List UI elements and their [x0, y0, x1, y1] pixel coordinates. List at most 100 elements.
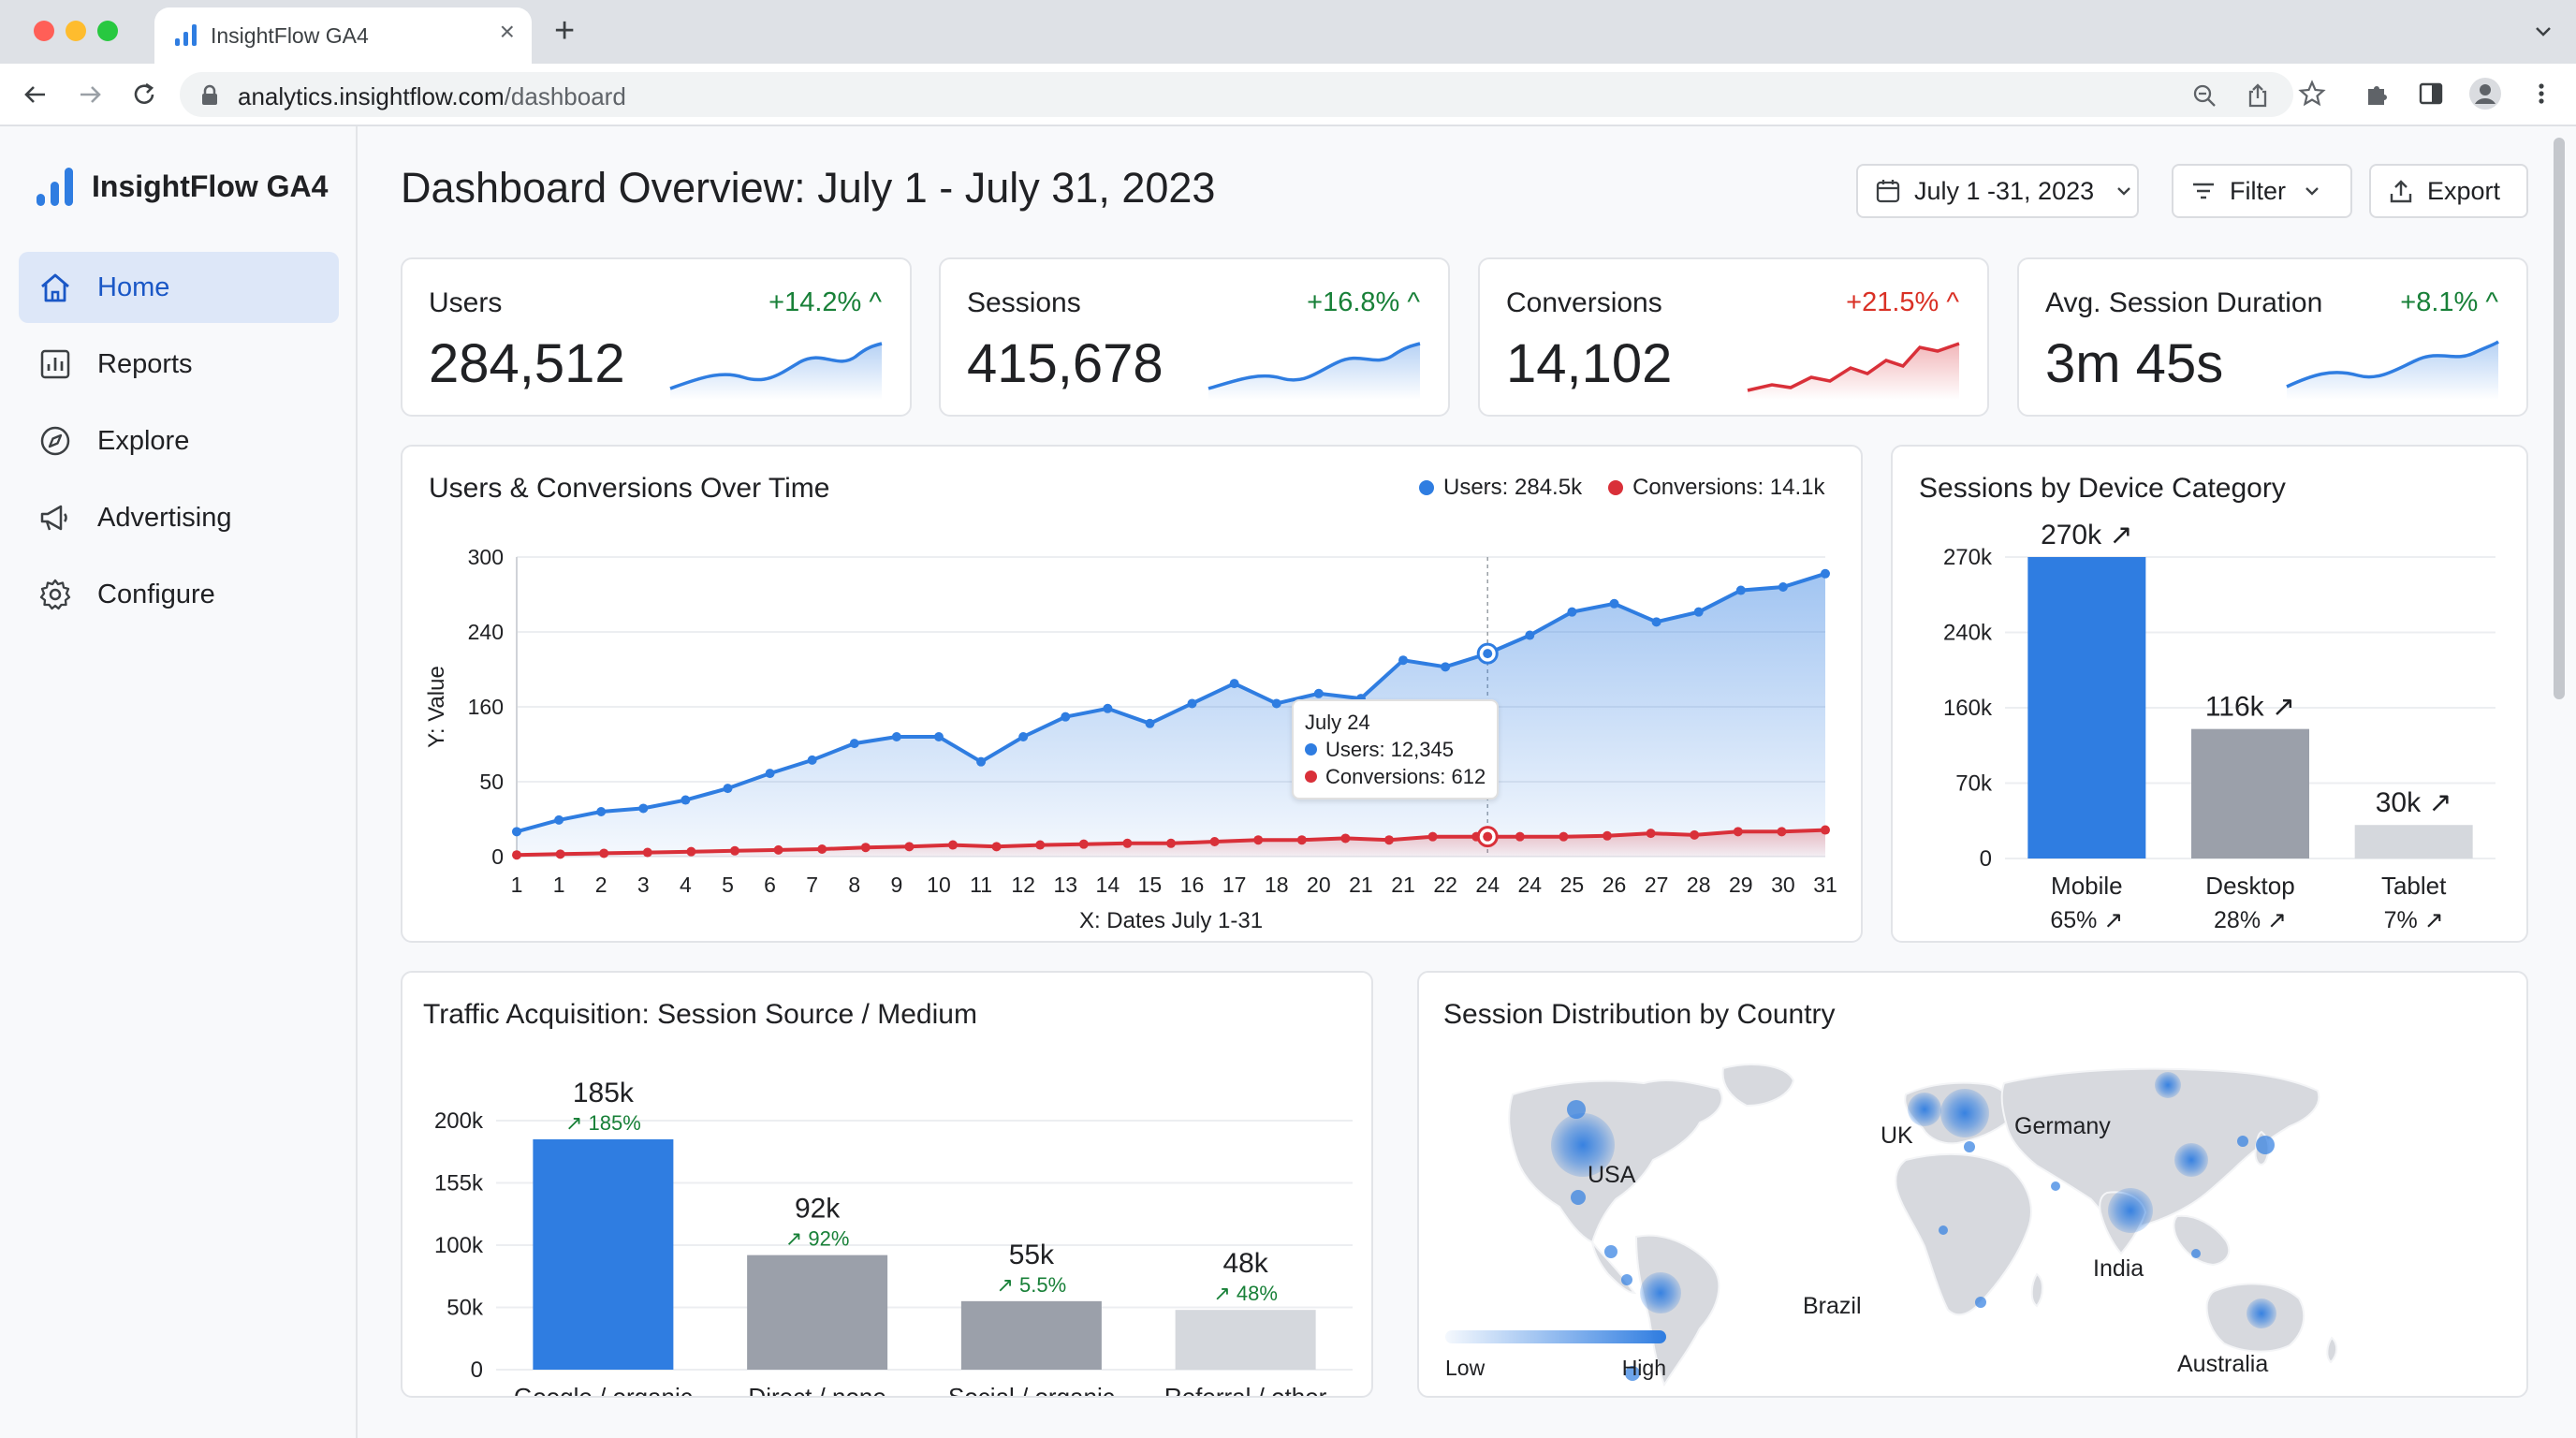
data-point	[1296, 835, 1307, 845]
x-tick-label: 31	[1813, 873, 1837, 897]
export-button[interactable]: Export	[2369, 164, 2528, 218]
series-line	[516, 571, 1826, 834]
sidebar-item-advertising[interactable]: Advertising	[19, 482, 339, 553]
data-point	[1609, 598, 1619, 609]
sidebar-item-configure[interactable]: Configure	[19, 559, 339, 630]
traffic-bar-chart[interactable]: 0 50k 100k 155k 200k Google / organic 185k ↗ 18…	[402, 1038, 1371, 1396]
browser-menu-icon[interactable]	[2527, 80, 2555, 108]
y-tick-label: 160	[468, 695, 504, 719]
x-axis-title: X: Dates July 1-31	[1079, 908, 1263, 933]
brand-name: InsightFlow GA4	[92, 169, 329, 203]
x-tick-label: 24	[1518, 873, 1543, 897]
map-label-india: India	[2093, 1255, 2144, 1282]
reload-icon[interactable]	[129, 80, 159, 110]
bar-value-label: 55k	[1009, 1240, 1055, 1270]
x-tick-label: 15	[1138, 873, 1163, 897]
data-point	[1061, 712, 1071, 722]
legend-conversions: Conversions: 14.1k	[1632, 475, 1825, 500]
x-tick-label: 8	[848, 873, 860, 897]
new-tab-icon[interactable]: +	[554, 11, 576, 51]
sidebar-item-reports[interactable]: Reports	[19, 329, 339, 400]
kpi-card-users[interactable]: Users +14.2% ^ 284,512	[401, 257, 912, 417]
traffic-acquisition-chart-card: Traffic Acquisition: Session Source / Me…	[401, 971, 1373, 1398]
x-tick-label: 1	[511, 873, 523, 897]
tooltip-swatch-users	[1305, 743, 1317, 756]
bar	[747, 1255, 888, 1370]
world-map[interactable]: USA UK Germany India Brazil Australia Lo…	[1419, 1029, 2526, 1396]
kpi-delta: +8.1% ^	[2400, 287, 2498, 317]
kpi-delta: +14.2% ^	[768, 287, 882, 317]
x-tick-label: 3	[637, 873, 650, 897]
share-icon[interactable]	[2246, 83, 2270, 108]
minimize-window-button[interactable]	[66, 21, 86, 41]
profile-avatar-icon[interactable]	[2468, 77, 2502, 110]
sparkline	[1747, 342, 1960, 400]
brand[interactable]: InsightFlow GA4	[36, 166, 328, 207]
bubble-colombia	[1604, 1245, 1617, 1258]
bookmark-star-icon[interactable]	[2298, 80, 2326, 108]
data-point	[1398, 655, 1409, 666]
data-point	[512, 827, 521, 837]
page-scrollbar[interactable]	[2546, 126, 2576, 1438]
data-point	[554, 814, 564, 825]
maximize-window-button[interactable]	[97, 21, 118, 41]
chart-title: Traffic Acquisition: Session Source / Me…	[423, 999, 977, 1030]
data-point	[1384, 835, 1394, 845]
growth-label: ↗ 185%	[565, 1111, 641, 1135]
madagascar-shape	[2030, 1272, 2043, 1308]
sidebar-item-explore[interactable]: Explore	[19, 405, 339, 477]
y-axis-title: Y: Value	[424, 666, 449, 748]
kpi-card-conversions[interactable]: Conversions +21.5% ^ 14,102	[1478, 257, 1989, 417]
side-panel-icon[interactable]	[2417, 80, 2445, 108]
close-window-button[interactable]	[34, 21, 54, 41]
address-bar[interactable]: analytics.insightflow.com/dashboard	[180, 72, 2293, 117]
tab-search-chevron-icon[interactable]	[2533, 21, 2554, 41]
sidebar-item-label: Home	[97, 271, 170, 302]
data-point	[1646, 829, 1656, 839]
data-point	[1777, 827, 1787, 837]
zoom-icon[interactable]	[2192, 83, 2217, 108]
x-tick-label: 21	[1349, 873, 1373, 897]
kpi-card-sessions[interactable]: Sessions +16.8% ^ 415,678	[939, 257, 1450, 417]
bar-value-label: 270k ↗	[2041, 520, 2133, 550]
legend-swatch-users	[1419, 480, 1434, 495]
filter-label: Filter	[2230, 176, 2286, 205]
data-point	[1313, 688, 1324, 698]
data-point	[773, 844, 783, 855]
date-range-button[interactable]: July 1 -31, 2023	[1856, 164, 2139, 218]
data-point	[723, 784, 733, 794]
bar	[533, 1138, 674, 1370]
data-point	[1441, 662, 1451, 672]
data-point	[1651, 617, 1661, 627]
x-tick-label: 11	[970, 873, 992, 897]
data-point	[681, 795, 691, 805]
x-category-label: Desktop	[2205, 872, 2294, 900]
reports-icon	[40, 349, 70, 379]
highlight-point-conversions-core	[1483, 831, 1493, 842]
bar-value-label: 116k ↗	[2205, 692, 2295, 723]
y-tick-label: 0	[1980, 846, 1992, 872]
kpi-value: 284,512	[429, 333, 625, 394]
browser-tab[interactable]: InsightFlow GA4 ×	[154, 7, 532, 64]
forward-arrow-icon[interactable]	[75, 80, 105, 110]
bubble-china	[2174, 1143, 2208, 1177]
x-tick-label: 28	[1687, 873, 1711, 897]
x-tick-label: 2	[595, 873, 607, 897]
sidebar-item-home[interactable]: Home	[19, 252, 339, 323]
device-bar-chart[interactable]: 0 70k 160k 240k 270k Mobile 65% ↗ 270k ↗ Desktop…	[1893, 512, 2526, 943]
back-arrow-icon[interactable]	[21, 80, 51, 110]
x-tick-label: 9	[890, 873, 902, 897]
brand-logo-icon	[37, 168, 73, 206]
y-tick-label: 70k	[1955, 771, 1993, 797]
extensions-puzzle-icon[interactable]	[2364, 80, 2392, 108]
map-color-scale	[1445, 1330, 1666, 1343]
tooltip-swatch-conversions	[1305, 770, 1317, 783]
data-point	[1253, 835, 1264, 845]
kpi-card-avg-session-duration[interactable]: Avg. Session Duration +8.1% ^ 3m 45s	[2017, 257, 2528, 417]
bar	[2191, 728, 2309, 858]
scrollbar-thumb[interactable]	[2554, 138, 2565, 699]
tooltip-users: Users: 12,345	[1325, 738, 1454, 761]
filter-button[interactable]: Filter	[2172, 164, 2352, 218]
close-tab-icon[interactable]: ×	[499, 17, 515, 46]
